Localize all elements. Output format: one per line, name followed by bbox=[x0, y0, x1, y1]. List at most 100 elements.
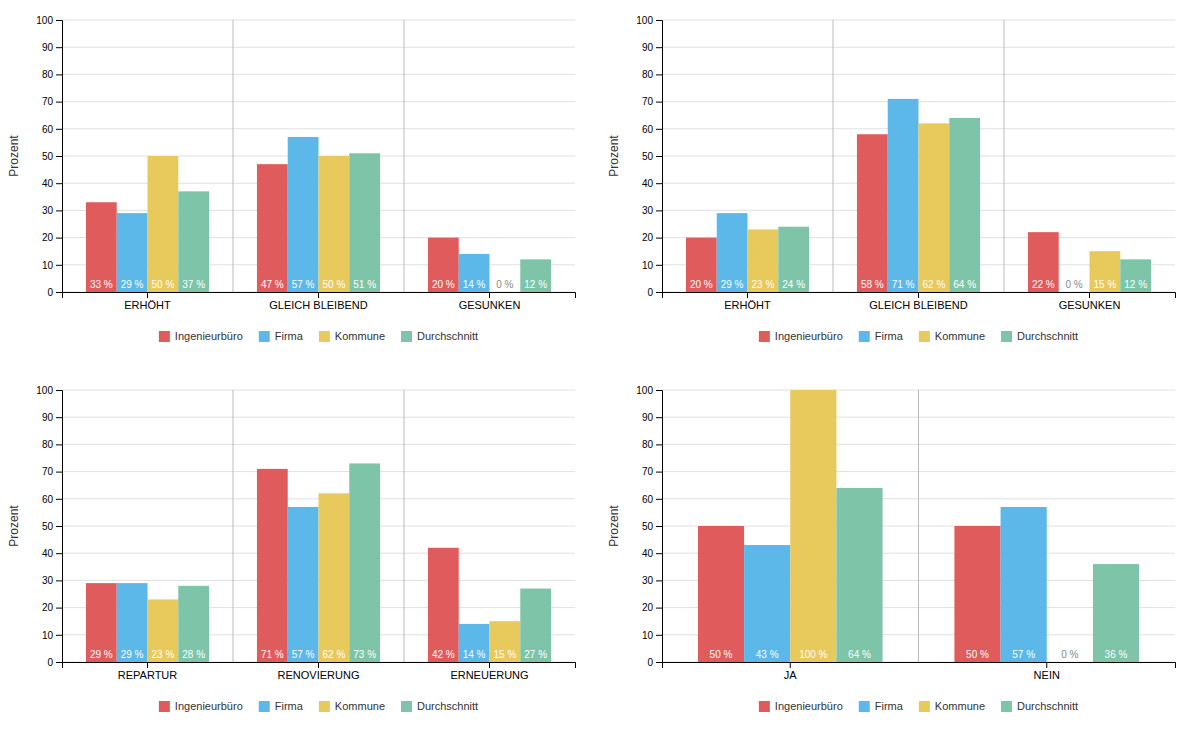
bar bbox=[1120, 259, 1151, 292]
legend-item: Durchschnitt bbox=[401, 700, 478, 712]
legend-label: Ingenieurbüro bbox=[775, 700, 843, 712]
x-tick-mark bbox=[489, 662, 490, 668]
legend-item: Ingenieurbüro bbox=[159, 330, 243, 342]
y-tick-mark bbox=[56, 662, 62, 663]
bars bbox=[86, 463, 551, 662]
data-label: 37 % bbox=[182, 279, 205, 290]
grid-line bbox=[662, 74, 1175, 75]
y-tick: 20 bbox=[642, 232, 662, 243]
x-tick: NEIN bbox=[1034, 662, 1060, 681]
bar bbox=[257, 164, 288, 292]
y-tick: 50 bbox=[42, 151, 62, 162]
grid-line bbox=[62, 47, 575, 48]
legend-label: Durchschnitt bbox=[1017, 330, 1078, 342]
x-axis: ERHÖHTGLEICH BLEIBENDGESUNKEN bbox=[63, 292, 576, 311]
legend-item: Firma bbox=[259, 700, 304, 712]
legend-item: Firma bbox=[859, 700, 904, 712]
data-label: 22 % bbox=[1032, 279, 1055, 290]
data-label: 36 % bbox=[1105, 649, 1128, 660]
y-tick-label: 30 bbox=[42, 575, 54, 586]
bar bbox=[1028, 232, 1059, 292]
y-tick: 100 bbox=[36, 385, 62, 396]
data-label: 64 % bbox=[953, 279, 976, 290]
y-tick-label: 10 bbox=[642, 260, 654, 271]
y-tick-mark bbox=[656, 608, 662, 609]
bar bbox=[148, 156, 179, 292]
y-axis-title: Prozent bbox=[7, 505, 21, 547]
bar bbox=[954, 526, 1000, 662]
y-tick: 40 bbox=[642, 178, 662, 189]
y-tick-label: 100 bbox=[36, 385, 53, 396]
bar bbox=[459, 254, 490, 292]
x-tick: GESUNKEN bbox=[459, 292, 521, 311]
y-tick-mark bbox=[656, 662, 662, 663]
legend-item: Firma bbox=[859, 330, 904, 342]
panel: 33 %47 %20 %29 %57 %14 %50 %50 %0 %37 %5… bbox=[7, 15, 576, 342]
y-tick: 70 bbox=[42, 466, 62, 477]
data-label: 29 % bbox=[121, 649, 144, 660]
y-tick: 70 bbox=[42, 96, 62, 107]
legend-label: Durchschnitt bbox=[417, 700, 478, 712]
y-tick-mark bbox=[656, 238, 662, 239]
y-tick-mark bbox=[56, 608, 62, 609]
x-tick-label: GESUNKEN bbox=[1059, 299, 1121, 311]
bar-series bbox=[117, 507, 490, 662]
grid-line bbox=[62, 128, 575, 129]
y-tick: 50 bbox=[42, 521, 62, 532]
y-tick: 0 bbox=[647, 287, 662, 298]
data-label: 12 % bbox=[1124, 279, 1147, 290]
y-tick-mark bbox=[56, 47, 62, 48]
y-tick: 0 bbox=[647, 657, 662, 668]
x-tick: ERHÖHT bbox=[124, 292, 171, 311]
y-tick: 0 bbox=[47, 287, 62, 298]
bar bbox=[319, 493, 350, 662]
data-label: 12 % bbox=[524, 279, 547, 290]
data-label: 29 % bbox=[721, 279, 744, 290]
legend: IngenieurbüroFirmaKommuneDurchschnitt bbox=[759, 700, 1078, 712]
y-tick-mark bbox=[56, 580, 62, 581]
y-tick-label: 60 bbox=[42, 494, 54, 505]
y-tick-mark bbox=[56, 635, 62, 636]
panel: 50 %50 %43 %57 %100 %0 %64 %36 %01020304… bbox=[607, 385, 1176, 712]
x-tick-label: NEIN bbox=[1034, 669, 1060, 681]
legend-swatch bbox=[919, 701, 930, 712]
legend-item: Durchschnitt bbox=[1001, 330, 1078, 342]
legend-label: Ingenieurbüro bbox=[175, 330, 243, 342]
y-axis: 0102030405060708090100 bbox=[636, 15, 662, 298]
y-tick: 10 bbox=[642, 630, 662, 641]
group-divider bbox=[233, 390, 234, 662]
y-tick-mark bbox=[56, 183, 62, 184]
group-divider bbox=[404, 390, 405, 662]
y-tick-mark bbox=[56, 417, 62, 418]
y-tick-mark bbox=[656, 417, 662, 418]
legend-label: Kommune bbox=[335, 330, 385, 342]
group-dividers bbox=[918, 390, 919, 662]
y-tick-label: 50 bbox=[42, 521, 54, 532]
y-tick-mark bbox=[656, 129, 662, 130]
bar bbox=[257, 469, 288, 662]
y-tick: 30 bbox=[642, 575, 662, 586]
legend-swatch bbox=[1001, 701, 1012, 712]
x-tick-label: RENOVIERUNG bbox=[278, 669, 360, 681]
bar bbox=[490, 621, 521, 662]
data-label: 50 % bbox=[966, 649, 989, 660]
y-tick: 80 bbox=[642, 439, 662, 450]
legend-label: Firma bbox=[275, 330, 304, 342]
y-axis-title: Prozent bbox=[607, 505, 621, 547]
group-dividers bbox=[233, 390, 404, 662]
y-tick: 70 bbox=[642, 96, 662, 107]
x-tick: GLEICH BLEIBEND bbox=[869, 292, 967, 311]
bar bbox=[919, 123, 950, 292]
x-axis-line bbox=[63, 293, 576, 299]
y-tick: 10 bbox=[42, 260, 62, 271]
y-tick: 0 bbox=[47, 657, 62, 668]
y-tick: 40 bbox=[42, 548, 62, 559]
bar-series bbox=[148, 156, 350, 292]
y-tick-label: 30 bbox=[42, 205, 54, 216]
x-tick: REPARTUR bbox=[118, 662, 178, 681]
y-tick-mark bbox=[656, 553, 662, 554]
y-tick-mark bbox=[56, 292, 62, 293]
y-tick-label: 40 bbox=[42, 178, 54, 189]
x-tick-mark bbox=[489, 292, 490, 298]
legend-item: Durchschnitt bbox=[401, 330, 478, 342]
